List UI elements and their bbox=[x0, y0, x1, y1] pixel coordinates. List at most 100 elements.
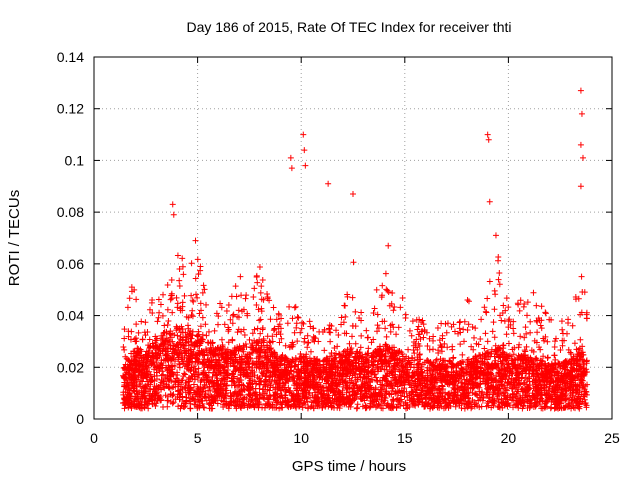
data-point bbox=[404, 404, 411, 411]
data-point bbox=[422, 392, 429, 399]
data-point bbox=[190, 381, 197, 388]
data-point bbox=[415, 323, 422, 330]
data-point bbox=[512, 365, 519, 372]
data-point bbox=[232, 402, 239, 409]
data-point bbox=[394, 383, 401, 390]
data-point bbox=[442, 389, 449, 396]
data-point bbox=[187, 338, 194, 345]
data-point bbox=[267, 316, 274, 323]
data-point bbox=[407, 382, 414, 389]
data-point bbox=[500, 342, 507, 349]
data-point bbox=[179, 299, 186, 306]
data-point bbox=[284, 320, 291, 327]
data-point bbox=[406, 327, 413, 334]
data-point bbox=[413, 336, 420, 343]
data-point bbox=[402, 311, 409, 318]
data-point bbox=[327, 353, 334, 360]
data-point bbox=[187, 375, 194, 382]
data-point bbox=[508, 370, 515, 377]
data-point bbox=[220, 398, 227, 405]
data-point bbox=[436, 337, 443, 344]
data-point bbox=[195, 271, 202, 278]
data-point bbox=[379, 398, 386, 405]
data-point bbox=[301, 387, 308, 394]
data-point bbox=[475, 397, 482, 404]
data-point bbox=[160, 329, 167, 336]
data-point bbox=[223, 307, 230, 314]
data-point bbox=[303, 375, 310, 382]
data-point bbox=[406, 392, 413, 399]
data-point bbox=[561, 337, 568, 344]
data-point bbox=[142, 362, 149, 369]
data-point bbox=[216, 362, 223, 369]
data-point bbox=[393, 396, 400, 403]
data-point bbox=[312, 402, 319, 409]
data-point bbox=[175, 356, 182, 363]
data-point bbox=[538, 325, 545, 332]
data-point bbox=[280, 380, 287, 387]
data-point bbox=[459, 366, 466, 373]
data-point bbox=[255, 306, 262, 313]
data-point bbox=[256, 336, 263, 343]
data-point bbox=[402, 379, 409, 386]
data-point bbox=[349, 294, 356, 301]
data-point bbox=[384, 345, 391, 352]
data-point bbox=[399, 351, 406, 358]
data-point bbox=[350, 259, 357, 266]
data-point bbox=[193, 369, 200, 376]
data-point bbox=[387, 322, 394, 329]
data-point bbox=[459, 351, 466, 358]
data-point bbox=[402, 400, 409, 407]
data-point bbox=[349, 333, 356, 340]
data-point bbox=[145, 381, 152, 388]
data-point bbox=[552, 356, 559, 363]
data-point bbox=[465, 399, 472, 406]
data-point bbox=[256, 375, 263, 382]
data-point bbox=[335, 332, 342, 339]
data-point bbox=[155, 296, 162, 303]
data-point bbox=[491, 287, 498, 294]
data-point bbox=[568, 364, 575, 371]
data-point bbox=[284, 372, 291, 379]
data-point bbox=[174, 346, 181, 353]
data-point bbox=[404, 366, 411, 373]
data-point bbox=[304, 340, 311, 346]
data-point bbox=[478, 316, 485, 323]
data-point bbox=[470, 346, 477, 353]
data-point bbox=[218, 376, 225, 383]
data-point bbox=[534, 387, 541, 394]
data-point bbox=[317, 373, 324, 380]
data-point bbox=[393, 331, 400, 338]
data-point bbox=[411, 350, 418, 357]
data-point bbox=[167, 334, 174, 341]
data-point bbox=[488, 371, 495, 378]
data-point bbox=[171, 379, 178, 386]
data-point bbox=[370, 349, 377, 356]
data-point bbox=[521, 334, 528, 341]
data-point bbox=[307, 384, 314, 391]
data-point bbox=[353, 405, 360, 412]
data-point bbox=[441, 340, 448, 347]
data-point bbox=[181, 350, 188, 357]
data-point bbox=[206, 405, 213, 412]
data-point bbox=[478, 361, 485, 368]
data-point bbox=[198, 395, 205, 402]
data-point bbox=[328, 404, 335, 411]
data-point bbox=[326, 329, 333, 336]
data-point bbox=[354, 374, 361, 381]
data-point bbox=[574, 357, 581, 364]
data-point bbox=[374, 403, 381, 410]
data-point bbox=[151, 390, 158, 397]
data-point bbox=[252, 400, 259, 407]
data-point bbox=[212, 389, 219, 396]
data-point bbox=[135, 329, 142, 336]
data-point bbox=[414, 395, 421, 402]
data-point bbox=[196, 351, 203, 358]
data-point bbox=[544, 354, 551, 361]
data-point bbox=[128, 373, 135, 380]
data-point bbox=[178, 402, 185, 409]
data-point bbox=[505, 317, 512, 324]
data-point bbox=[328, 381, 335, 388]
data-point bbox=[208, 377, 215, 384]
